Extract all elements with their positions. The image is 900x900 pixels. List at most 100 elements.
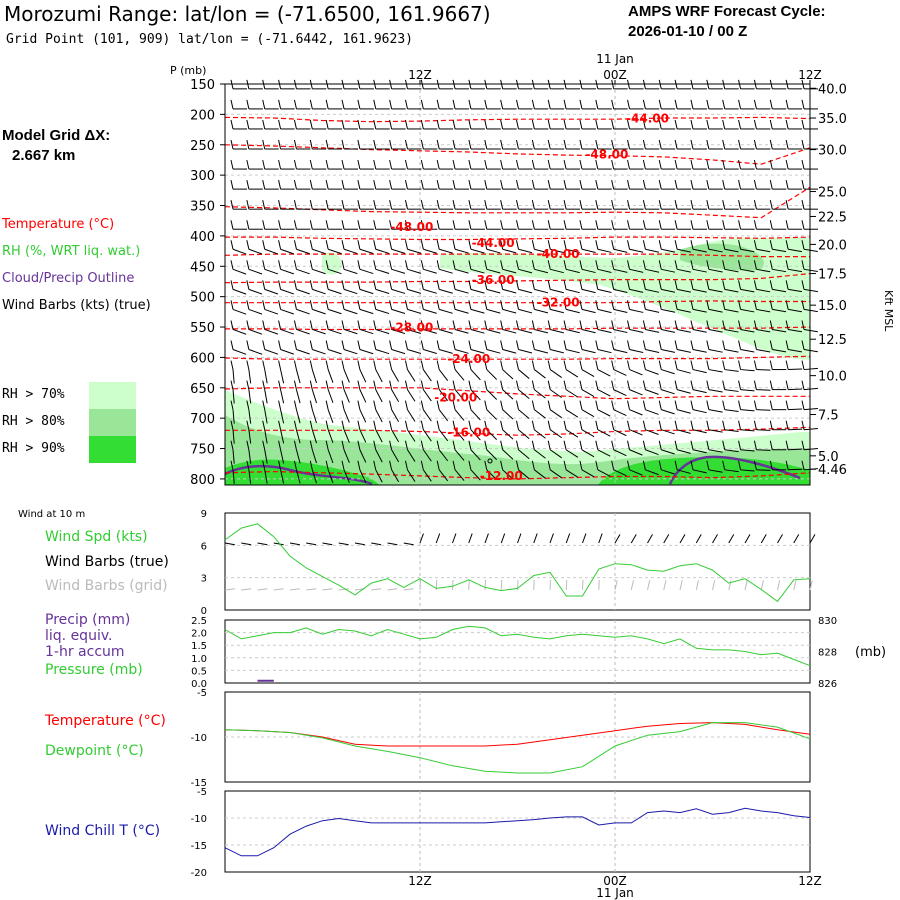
wind-barb [595,220,612,230]
wind-barb [246,400,252,424]
wind-barb [357,260,374,275]
wind-barb [595,460,611,477]
surface-barb-true [760,534,767,544]
barb-flag [468,300,472,310]
barb-flag [325,400,329,410]
barb-flag [531,420,535,430]
wind-barb [706,400,723,413]
wind-barb [579,340,596,354]
barb-flag [674,380,678,390]
isotherm-label: -12.00 [480,469,523,483]
barb-shaft [280,469,285,484]
barb-shaft [502,349,517,354]
surface-barb-true [614,534,621,544]
wind-barb [516,159,533,170]
barb-flag [278,260,282,270]
wind-barb [500,380,514,400]
barb-flag [769,99,773,110]
barb-shaft [264,349,279,355]
barb-flag [246,400,250,410]
wind-barb [801,300,818,313]
wind-barb [230,119,247,130]
barb-flag [278,280,282,290]
barb-flag [484,260,488,270]
wind-barb [293,320,310,335]
surface-barb-true [565,533,571,544]
barb-shaft [597,469,611,477]
wind-barb [627,240,644,253]
rh-70-region-small [322,252,342,275]
wind-barb [611,220,628,230]
wind-ytick: 3 [201,574,207,585]
barb-shaft [328,248,342,255]
wind-barb [722,139,739,150]
barb-shaft [391,409,400,423]
wind-barb [325,280,342,295]
barb-flag [753,340,757,350]
wind-barb [627,280,644,293]
barb-shaft [407,369,416,382]
wind-barb [658,400,675,415]
barb-flag [230,380,234,390]
barb-flag [484,460,488,470]
barb-flag [436,460,440,470]
barb-shaft [407,349,422,355]
wind-barb [420,440,432,462]
wind-barb [341,240,358,255]
barb-flag [500,460,504,470]
wind-barb [420,400,432,422]
barb-shaft [470,469,481,481]
barb-shaft [581,449,595,458]
wind-barb [627,420,643,436]
barb-shaft [486,449,498,461]
wind-barb [309,460,317,484]
barb-flag [627,139,631,150]
barb-flag [785,320,789,330]
barb-flag [309,200,313,210]
barb-flag [404,99,408,110]
wind-barb [484,240,501,254]
surface-barb-true [371,542,382,546]
barb-flag [611,180,615,190]
wind-barb [404,139,422,150]
barb-flag [627,300,631,310]
wind-barb [753,159,771,170]
barb-flag [579,460,583,470]
barb-flag [738,440,742,450]
wind-barb [563,400,579,418]
barb-flag [341,200,345,210]
barb-flag [404,460,408,470]
barb-flag [738,460,742,470]
barb-shaft [597,328,612,334]
wind-barb [674,440,691,454]
barb-shaft [677,328,691,333]
barb-flag [579,380,583,390]
wind-barb [769,300,787,313]
barb-flag [627,200,631,210]
wind-barb [468,240,485,254]
wind-barb [341,460,350,483]
barb-shaft [565,248,580,254]
barb-flag [722,159,726,170]
surface-barb-true [630,534,637,544]
barb-flag [373,119,377,130]
barb-shaft [565,328,580,334]
barb-shaft [708,268,723,273]
barb-flag [563,300,567,310]
wind-barb [611,180,628,190]
wind-barb [547,260,564,274]
wind-barb [341,320,358,335]
barb-shaft [502,288,517,294]
barb-flag [547,159,551,170]
wind-barb [246,300,263,315]
wind-barb [658,460,675,475]
grid-label: Model Grid ΔX: [2,127,111,144]
barb-flag [690,400,694,410]
barb-shaft [581,349,596,354]
barb-flag [595,400,599,410]
barb-shaft [264,449,268,464]
barb-shaft [677,288,691,293]
precip-ytick: 2.5 [191,616,207,627]
barb-shaft [518,308,533,314]
cycle-label: AMPS WRF Forecast Cycle: [628,3,826,20]
